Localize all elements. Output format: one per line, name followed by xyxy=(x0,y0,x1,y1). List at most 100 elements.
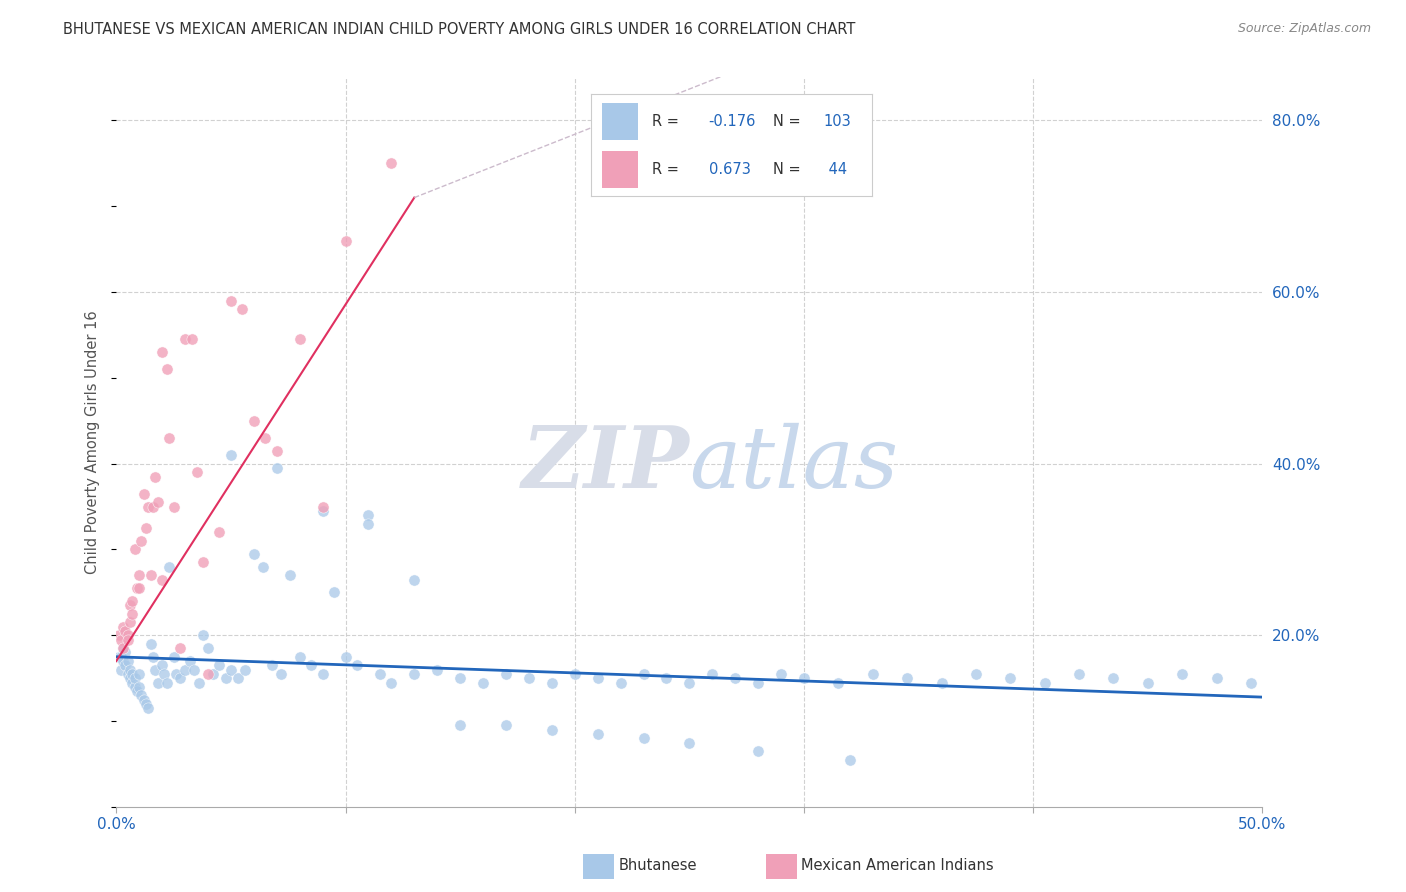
Point xyxy=(1240,675,1263,690)
Text: Source: ZipAtlas.com: Source: ZipAtlas.com xyxy=(1237,22,1371,36)
Point xyxy=(142,500,165,514)
Point xyxy=(150,573,173,587)
Point xyxy=(146,675,169,690)
Point xyxy=(118,663,141,677)
Point xyxy=(586,727,609,741)
Point xyxy=(633,731,655,746)
Point xyxy=(118,599,141,613)
Point xyxy=(226,671,249,685)
Point xyxy=(139,637,162,651)
Point xyxy=(135,697,157,711)
Point xyxy=(288,649,311,664)
Text: Bhutanese: Bhutanese xyxy=(619,858,697,872)
Point xyxy=(131,533,153,548)
Point xyxy=(609,675,631,690)
Point xyxy=(201,667,224,681)
Point xyxy=(110,632,132,647)
Point xyxy=(132,486,155,500)
Point xyxy=(114,658,136,673)
Point xyxy=(288,332,311,346)
Point xyxy=(165,667,187,681)
Point xyxy=(117,667,139,681)
Point xyxy=(380,156,402,170)
Point xyxy=(117,632,139,647)
Point xyxy=(112,620,135,634)
Point xyxy=(117,654,139,668)
Point xyxy=(117,628,139,642)
Text: 44: 44 xyxy=(824,162,846,178)
Point xyxy=(586,671,609,685)
Point xyxy=(299,658,322,673)
Point xyxy=(219,663,242,677)
Point xyxy=(1000,671,1022,685)
Point xyxy=(655,671,678,685)
Point xyxy=(838,753,860,767)
Point xyxy=(702,667,724,681)
Text: -0.176: -0.176 xyxy=(709,114,756,128)
Point xyxy=(1136,675,1159,690)
Point xyxy=(118,671,141,685)
Point xyxy=(174,332,197,346)
Point xyxy=(197,667,219,681)
Point xyxy=(110,663,132,677)
Point xyxy=(323,585,346,599)
Point xyxy=(495,667,517,681)
Point xyxy=(162,649,184,664)
Point xyxy=(231,302,253,317)
Text: 103: 103 xyxy=(824,114,852,128)
Point xyxy=(128,568,150,582)
Point xyxy=(124,671,146,685)
Text: BHUTANESE VS MEXICAN AMERICAN INDIAN CHILD POVERTY AMONG GIRLS UNDER 16 CORRELAT: BHUTANESE VS MEXICAN AMERICAN INDIAN CHI… xyxy=(63,22,856,37)
Point xyxy=(124,680,146,694)
Point xyxy=(747,675,769,690)
Point xyxy=(138,701,160,715)
Point xyxy=(128,680,150,694)
Text: N =: N = xyxy=(773,114,806,128)
Point xyxy=(252,559,274,574)
Point xyxy=(193,628,215,642)
Point xyxy=(449,718,471,732)
Y-axis label: Child Poverty Among Girls Under 16: Child Poverty Among Girls Under 16 xyxy=(86,310,100,574)
Text: Mexican American Indians: Mexican American Indians xyxy=(801,858,994,872)
Point xyxy=(197,641,219,656)
Point xyxy=(335,234,357,248)
Point xyxy=(793,671,815,685)
Text: ZIP: ZIP xyxy=(522,422,689,506)
Point xyxy=(193,555,215,569)
Point xyxy=(770,667,793,681)
Point xyxy=(112,641,135,656)
Point xyxy=(243,547,266,561)
Point xyxy=(896,671,918,685)
Point xyxy=(965,667,987,681)
Bar xyxy=(602,103,638,140)
Point xyxy=(186,465,208,479)
Point xyxy=(404,573,426,587)
Point xyxy=(346,658,368,673)
Point xyxy=(174,663,197,677)
Point xyxy=(121,667,143,681)
Point xyxy=(357,516,380,531)
Point xyxy=(146,495,169,509)
Point xyxy=(135,521,157,535)
Point xyxy=(219,448,242,462)
Point xyxy=(747,744,769,758)
Point xyxy=(114,624,136,638)
Point xyxy=(262,658,284,673)
Point xyxy=(153,667,176,681)
Point xyxy=(128,667,150,681)
Point xyxy=(633,667,655,681)
Text: 0.673: 0.673 xyxy=(709,162,751,178)
Point xyxy=(1171,667,1194,681)
Point xyxy=(215,671,238,685)
Point xyxy=(131,689,153,703)
Point xyxy=(540,675,562,690)
Point xyxy=(107,649,129,664)
Text: R =: R = xyxy=(652,162,683,178)
Point xyxy=(1067,667,1090,681)
Point xyxy=(156,362,179,376)
Point xyxy=(143,469,166,483)
Point xyxy=(368,667,391,681)
Point xyxy=(335,649,357,664)
Point xyxy=(472,675,495,690)
Point xyxy=(280,568,302,582)
